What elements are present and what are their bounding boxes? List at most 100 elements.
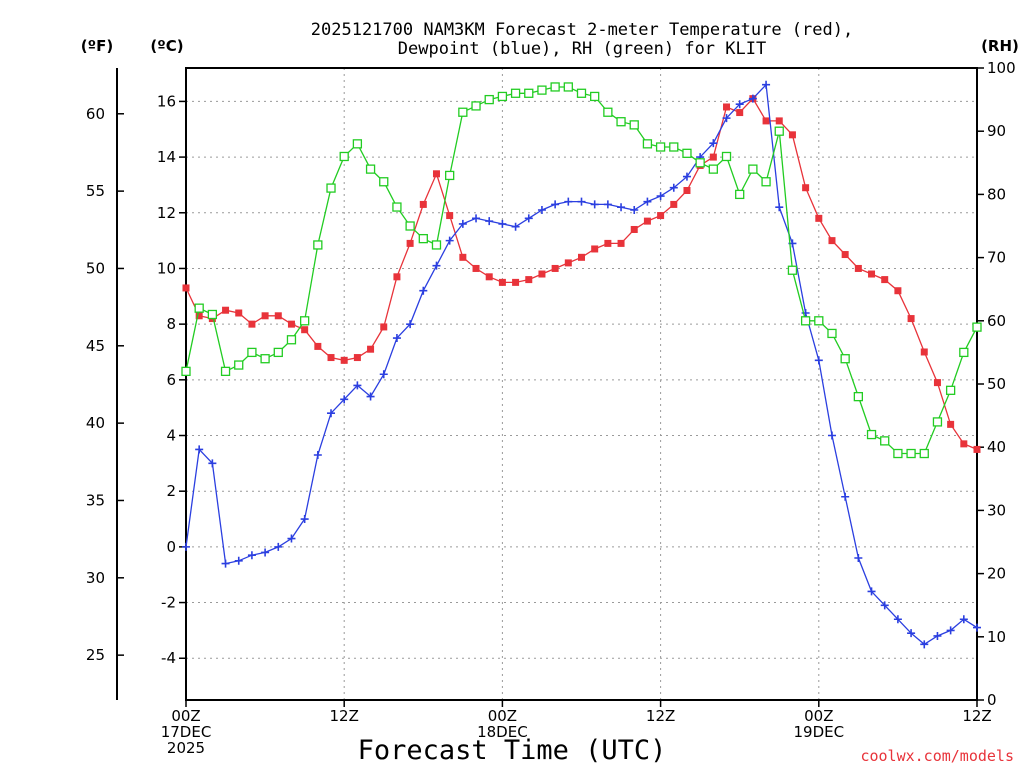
temperature-point — [459, 253, 467, 261]
dewpoint-point — [748, 94, 757, 103]
rh-point — [972, 322, 982, 332]
tick-labels: -4 -2 0 2 4 6 8 10 12 14 16 25 30 35 40 45 50 55 60 0 10 20 30… — [86, 59, 1016, 757]
temperature-point — [182, 284, 190, 292]
temperature-point — [643, 217, 651, 225]
rh-point — [814, 316, 824, 326]
temperature-point — [261, 312, 269, 320]
dewpoint-point — [353, 381, 362, 390]
dewpoint-point — [841, 492, 850, 501]
rh-point — [260, 354, 270, 364]
celsius-tick-label: -4 — [161, 649, 176, 667]
dewpoint-point — [221, 559, 230, 568]
rh-point — [207, 309, 218, 320]
dewpoint-point — [392, 334, 401, 343]
dewpoint-point — [973, 623, 981, 632]
temperature-point — [947, 420, 955, 428]
dewpoint-point — [261, 548, 270, 557]
temperature-point — [973, 445, 981, 453]
dewpoint-point — [735, 100, 744, 109]
temperature-point — [287, 320, 295, 328]
dewpoint-point — [682, 172, 691, 181]
rh-point — [352, 139, 363, 149]
dewpoint-point — [419, 286, 428, 295]
rh-point — [247, 347, 257, 358]
temperature-point — [248, 320, 256, 328]
rh-point — [959, 347, 969, 358]
x-tick-label: 00Z — [171, 707, 200, 725]
rh-point — [273, 347, 283, 358]
temperature-point — [235, 309, 243, 317]
rh-point — [537, 85, 547, 95]
dewpoint-point — [432, 261, 441, 270]
dewpoint-point — [814, 356, 823, 365]
rh-point — [299, 316, 310, 326]
temperature-point — [723, 103, 731, 111]
temperature-point — [222, 306, 230, 314]
rh-tick-label: 30 — [987, 501, 1006, 519]
rh-tick-label: 80 — [987, 185, 1006, 203]
temperature-point — [709, 153, 717, 161]
dewpoint-point — [274, 542, 283, 551]
rh-point — [748, 164, 758, 174]
rh-point — [392, 202, 402, 212]
temperature-point — [498, 278, 506, 286]
rh-point — [418, 233, 428, 244]
rh-point — [866, 429, 877, 440]
rh-point — [603, 107, 613, 117]
rh-point — [445, 170, 455, 181]
rh-point — [286, 335, 297, 345]
rh-point — [313, 240, 323, 250]
rh-point — [721, 151, 732, 162]
temperature-point — [393, 273, 401, 281]
fahrenheit-tick-label: 50 — [86, 259, 105, 277]
rh-point — [827, 328, 837, 339]
fahrenheit-tick-label: 60 — [86, 105, 105, 123]
temperature-point — [854, 264, 862, 272]
temperature-point — [591, 245, 599, 253]
temperature-point — [432, 170, 440, 178]
dewpoint-point — [247, 551, 256, 560]
dewpoint-point — [472, 214, 481, 223]
rh-tick-label: 10 — [987, 628, 1006, 646]
celsius-tick-label: 2 — [166, 482, 176, 500]
temperature-point — [406, 239, 414, 247]
x-tick-label: 12Z — [330, 707, 359, 725]
dewpoint-point — [893, 615, 902, 624]
rh-point — [906, 448, 916, 459]
temperature-point — [564, 259, 572, 267]
dewpoint-point — [458, 219, 467, 228]
dewpoint-point — [379, 370, 388, 379]
rh-point — [484, 94, 494, 105]
temperature-point — [828, 237, 836, 245]
dewpoint-point — [445, 236, 454, 245]
rh-tick-label: 90 — [987, 122, 1006, 140]
rh-point — [932, 417, 943, 427]
temperature-point — [775, 117, 783, 125]
temperature-point — [551, 264, 559, 272]
temperature-point — [802, 184, 810, 192]
rh-point — [893, 448, 903, 459]
temperature-point — [894, 287, 902, 295]
celsius-tick-label: 16 — [157, 92, 176, 110]
rh-point — [220, 366, 231, 377]
rh-point — [919, 448, 929, 459]
rh-point — [181, 366, 191, 377]
fahrenheit-tick-label: 40 — [86, 414, 105, 432]
dewpoint-point — [643, 197, 652, 206]
dewpoint-point — [195, 445, 204, 454]
temperature-point — [868, 270, 876, 278]
fahrenheit-tick-label: 30 — [86, 569, 105, 587]
rh-point — [576, 88, 587, 98]
rh-tick-label: 50 — [987, 375, 1006, 393]
dewpoint-point — [564, 197, 573, 206]
temperature-point — [670, 200, 678, 208]
dewpoint-point — [511, 222, 520, 231]
temperature-point — [788, 131, 796, 139]
temperature-point — [301, 326, 309, 334]
temperature-point — [274, 312, 282, 320]
rh-point — [880, 436, 890, 446]
rh-point — [510, 88, 521, 98]
rh-unit-label: (RH) — [981, 37, 1019, 55]
celsius-tick-label: 6 — [166, 371, 176, 389]
dewpoint-point — [577, 197, 586, 206]
